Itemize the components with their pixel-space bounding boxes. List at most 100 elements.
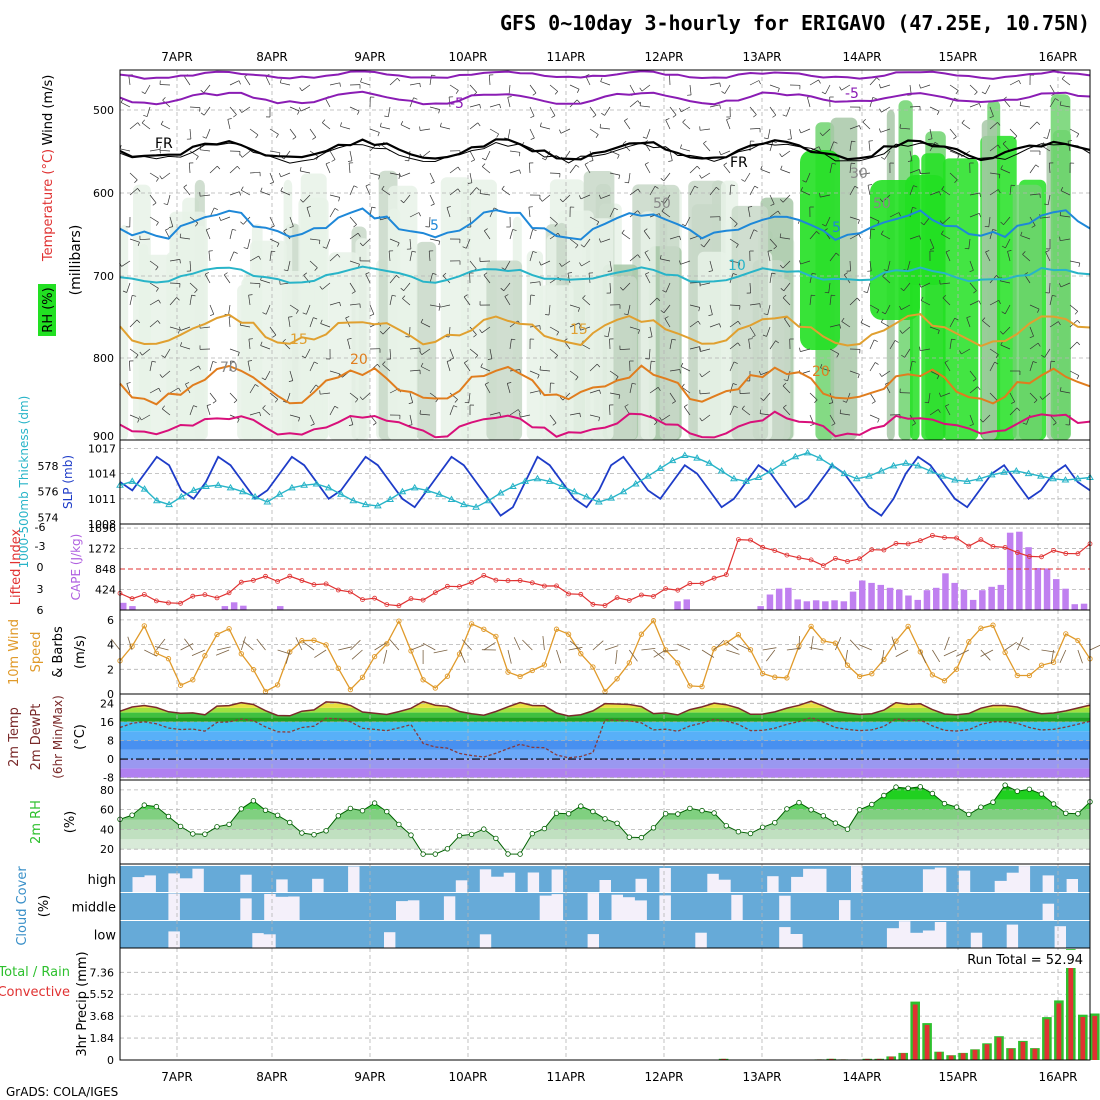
wind-barb-flag xyxy=(575,244,579,249)
wind-barb xyxy=(421,150,431,158)
cloud-bar xyxy=(395,866,408,892)
wind-barb xyxy=(619,348,631,350)
wind-barb xyxy=(1060,104,1071,108)
thickness-point xyxy=(226,483,235,491)
wind-barb-flag xyxy=(598,417,601,422)
cape-bar xyxy=(1034,568,1042,610)
wind-barb-flag xyxy=(881,311,886,315)
wind-barb xyxy=(305,348,311,359)
wind-barb xyxy=(944,636,950,651)
wind-barb-flag xyxy=(511,338,516,341)
wind-barb xyxy=(769,340,776,350)
wind-barb-flag xyxy=(659,255,662,259)
wind-barb xyxy=(980,649,991,661)
wind-barb-flag xyxy=(998,300,1001,305)
wind-barb xyxy=(580,326,591,331)
wind-barb-flag xyxy=(454,399,458,403)
wind-barb-flag xyxy=(1067,140,1072,142)
wind-barb xyxy=(169,297,177,306)
wind-barb-flag xyxy=(457,166,461,171)
wind-barb xyxy=(244,76,251,86)
ylabel-millibars: (millibars) xyxy=(68,225,84,296)
wind-barb-flag xyxy=(859,170,861,175)
wind-barb xyxy=(969,103,980,108)
cape-bar xyxy=(766,594,774,610)
wind-barb-flag xyxy=(161,355,166,358)
date-label-top-8APR: 8APR xyxy=(256,50,287,64)
wind-barb-flag xyxy=(575,164,580,168)
wind-barb xyxy=(739,392,751,394)
wind-barb xyxy=(329,194,340,198)
wind-barb-flag xyxy=(518,152,521,157)
wind-barb-flag xyxy=(255,134,259,139)
wind-barb-flag xyxy=(871,401,876,404)
cloud-bar xyxy=(144,866,157,876)
wind-barb xyxy=(949,172,958,181)
wind-barb xyxy=(749,106,757,115)
rh-point xyxy=(735,829,742,835)
wind-barb xyxy=(429,106,440,110)
cloud-bar xyxy=(407,866,420,892)
cloud-bar xyxy=(443,921,456,948)
wind-barb xyxy=(489,128,499,135)
wind-barb-flag xyxy=(758,370,762,375)
wind-barb xyxy=(469,84,477,93)
wind-barb xyxy=(228,316,231,328)
wind-barb xyxy=(621,232,631,240)
wind-barb-flag xyxy=(672,114,677,118)
precip-convective-bar xyxy=(1044,1019,1050,1060)
wind-barb xyxy=(260,279,271,284)
wind-barb-flag xyxy=(299,87,303,92)
thickness-point xyxy=(521,477,530,484)
li-point xyxy=(893,541,899,546)
wind-barb-flag xyxy=(738,262,741,267)
wind-barb-flag xyxy=(618,175,621,180)
wind-barb xyxy=(349,282,356,292)
wind-barb-flag xyxy=(901,354,905,358)
wind-barb xyxy=(529,281,540,284)
wind-barb-flag xyxy=(818,146,821,151)
wind-barb xyxy=(849,216,860,221)
li-tick-1: 3 xyxy=(37,583,44,596)
rh-shade-area xyxy=(133,184,151,440)
wind-barb xyxy=(709,104,720,108)
wind-barb xyxy=(869,260,872,271)
wind-barb xyxy=(1009,392,1016,402)
cloud-bar xyxy=(778,921,792,928)
wind-barb xyxy=(409,82,420,86)
wind-barb xyxy=(681,386,691,394)
wind-barb xyxy=(961,122,971,130)
wind-barb-flag xyxy=(237,165,241,170)
wind-barb-flag xyxy=(816,231,820,235)
wind-barb-flag xyxy=(408,402,413,404)
wind-barb xyxy=(769,273,772,284)
wind-barb xyxy=(582,298,591,306)
wind-barb-flag xyxy=(532,229,537,231)
wind-barb-flag xyxy=(767,250,772,252)
cloud-bar xyxy=(754,893,768,920)
cloud-bar xyxy=(191,866,205,869)
rh-point xyxy=(772,820,778,826)
wind-barb xyxy=(320,392,331,395)
wind-barb xyxy=(184,638,194,651)
rh-point xyxy=(553,810,560,816)
temp-mask xyxy=(120,694,1090,716)
wind-barb-flag xyxy=(601,112,605,116)
wind-barb xyxy=(589,389,600,394)
li-point xyxy=(141,592,147,597)
wind-speed-point xyxy=(905,623,911,630)
wind-barb-flag xyxy=(885,382,890,385)
wind-speed-point xyxy=(481,626,487,632)
wind-barb-flag xyxy=(779,264,784,269)
wind-barb-flag xyxy=(179,233,182,238)
thickness-point xyxy=(766,467,775,474)
wind-barb-flag xyxy=(777,210,781,215)
wind-barb xyxy=(615,649,618,664)
wind-barb xyxy=(189,365,199,372)
wind-barb xyxy=(949,339,952,350)
cloud-bar xyxy=(443,893,456,897)
ylabel-slp: SLP (mb) xyxy=(61,455,75,509)
wind-barb xyxy=(448,96,451,108)
wind-barb xyxy=(909,169,920,174)
